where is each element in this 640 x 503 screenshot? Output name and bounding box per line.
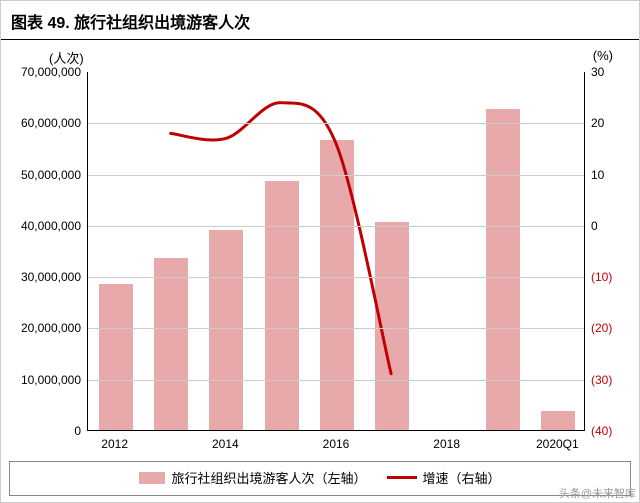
y-left-tick: 50,000,000 [5, 169, 81, 181]
y-right-tick: 10 [591, 169, 604, 181]
legend: 旅行社组织出境游客人次（左轴） 增速（右轴） [9, 461, 631, 496]
y-left-tick: 20,000,000 [5, 322, 81, 334]
x-tick: 2012 [101, 437, 128, 451]
y-left-tick: 60,000,000 [5, 117, 81, 129]
y-right-tick: 20 [591, 117, 604, 129]
x-tick: 2020Q1 [536, 437, 579, 451]
chart-title: 图表 49. 旅行社组织出境游客人次 [1, 1, 639, 40]
plot-area [87, 72, 585, 431]
bar-swatch-icon [139, 472, 165, 484]
y-left-tick: 0 [5, 425, 81, 437]
growth-line [171, 103, 391, 374]
chart-wrap: (人次) (%) 010,000,00020,000,00030,000,000… [1, 40, 639, 461]
y-right-tick: (30) [591, 374, 612, 386]
x-tick: 2014 [212, 437, 239, 451]
y-right-tick: 0 [591, 220, 598, 232]
line-swatch-icon [387, 476, 417, 479]
figure-container: 图表 49. 旅行社组织出境游客人次 (人次) (%) 010,000,0002… [0, 0, 640, 503]
chart-area: (人次) (%) 010,000,00020,000,00030,000,000… [5, 46, 635, 461]
y-right-tick: (10) [591, 271, 612, 283]
y-right-tick: (20) [591, 322, 612, 334]
y-right-tick: 30 [591, 66, 604, 78]
y-left-tick: 10,000,000 [5, 374, 81, 386]
legend-item-bar: 旅行社组织出境游客人次（左轴） [139, 468, 366, 487]
line-layer [88, 72, 584, 430]
x-tick: 2016 [323, 437, 350, 451]
y-left-tick: 40,000,000 [5, 220, 81, 232]
y-left-tick: 30,000,000 [5, 271, 81, 283]
legend-line-label: 增速（右轴） [423, 468, 501, 487]
legend-item-line: 增速（右轴） [387, 468, 501, 487]
y-right-unit: (%) [593, 48, 613, 63]
y-right-tick: (40) [591, 425, 612, 437]
y-left-tick: 70,000,000 [5, 66, 81, 78]
legend-bar-label: 旅行社组织出境游客人次（左轴） [171, 468, 366, 487]
x-tick: 2018 [433, 437, 460, 451]
